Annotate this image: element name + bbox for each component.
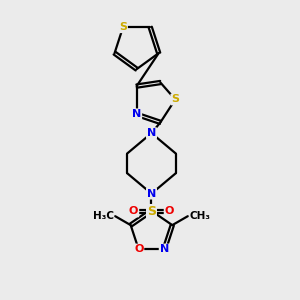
Text: N: N [147,189,156,199]
Text: CH₃: CH₃ [189,211,210,221]
Text: O: O [134,244,143,254]
Text: S: S [119,22,127,32]
Text: N: N [160,244,169,254]
Text: N: N [147,128,156,138]
Text: H₃C: H₃C [93,211,114,221]
Text: S: S [171,94,179,104]
Text: S: S [147,205,156,218]
Text: N: N [132,109,141,119]
Text: O: O [165,206,174,217]
Text: O: O [129,206,138,217]
